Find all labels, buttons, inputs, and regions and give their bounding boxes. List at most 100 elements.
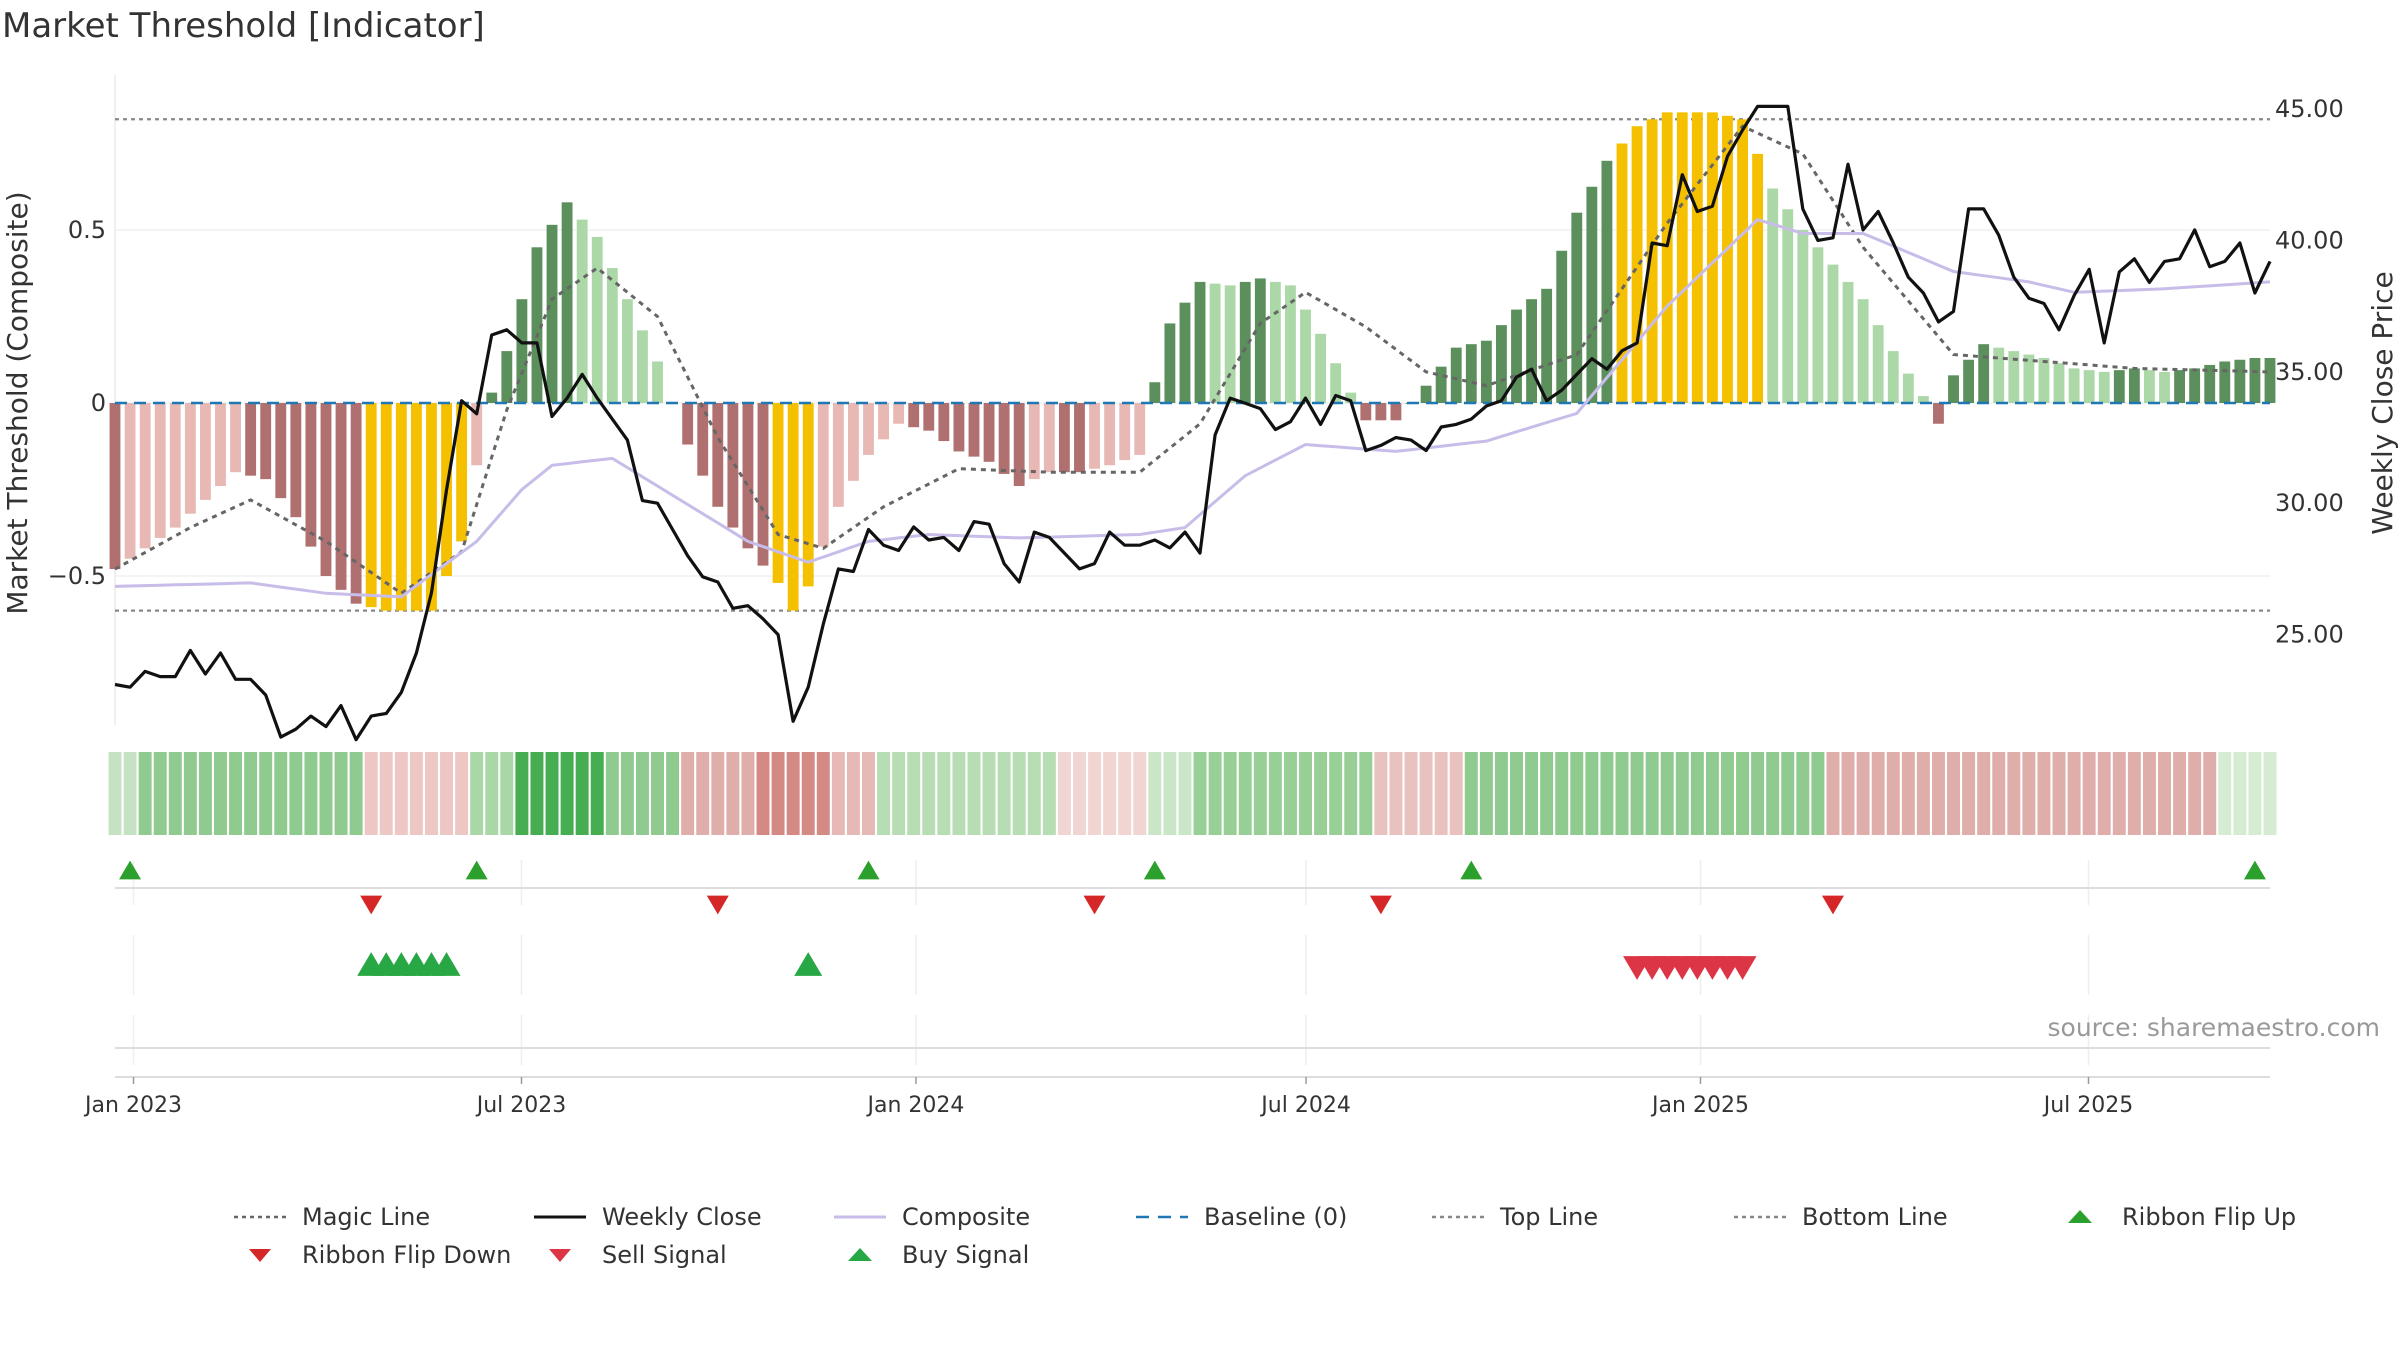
ribbon-cell — [1947, 752, 1961, 835]
composite-bar — [1420, 385, 1432, 403]
right-tick-label: 45.00 — [2275, 95, 2344, 123]
composite-bar — [501, 351, 513, 403]
legend-label: Composite — [902, 1203, 1031, 1231]
ribbon-cell — [409, 752, 423, 835]
composite-bar — [335, 403, 347, 590]
chart-title: Market Threshold [Indicator] — [2, 6, 485, 46]
composite-bar — [1752, 153, 1764, 403]
ribbon-cell — [1736, 752, 1750, 835]
ribbon-cell — [1299, 752, 1313, 835]
legend-swatch — [549, 1249, 571, 1262]
composite-bar — [2249, 358, 2261, 403]
sell-signal-marker — [1728, 956, 1757, 980]
ribbon-cell — [244, 752, 258, 835]
ribbon-cell — [605, 752, 619, 835]
ribbon-cell — [1283, 752, 1297, 835]
ribbon-cell — [937, 752, 951, 835]
composite-bar — [1933, 403, 1944, 424]
legend-swatch — [1136, 1215, 1188, 1219]
ribbon-cell — [711, 752, 725, 835]
ribbon-cell — [922, 752, 936, 835]
ribbon-cell — [1690, 752, 1704, 835]
legend-label: Buy Signal — [902, 1241, 1030, 1269]
composite-bar — [1330, 363, 1342, 403]
composite-bar — [395, 403, 407, 611]
ribbon-cell — [1479, 752, 1493, 835]
ribbon-cell — [1811, 752, 1825, 835]
ribbon-cell — [2007, 752, 2021, 835]
ribbon-cell — [1660, 752, 1674, 835]
ribbon-cell — [1615, 752, 1629, 835]
ribbon-cell — [786, 752, 800, 835]
composite-bar — [742, 403, 754, 549]
ribbon-cell — [2097, 752, 2111, 835]
composite-bar — [772, 403, 784, 583]
composite-bar — [1691, 112, 1703, 404]
composite-bar — [1435, 366, 1447, 403]
legend-swatch-shape — [848, 1248, 872, 1261]
composite-bar — [968, 403, 980, 457]
ribbon-cell — [364, 752, 378, 835]
composite-bar — [1480, 340, 1492, 403]
legend-swatch — [249, 1249, 271, 1262]
ribbon-cell — [1630, 752, 1644, 835]
ribbon-cell — [771, 752, 785, 835]
composite-bar — [350, 403, 362, 604]
ribbon-cell — [1570, 752, 1584, 835]
composite-bar — [245, 403, 257, 476]
ribbon-cell — [1992, 752, 2006, 835]
ribbon-cell — [2218, 752, 2232, 835]
legend-item: Buy Signal — [830, 1238, 1029, 1272]
ribbon-cell — [575, 752, 589, 835]
composite-bar — [215, 403, 226, 487]
composite-bar — [1661, 112, 1673, 404]
ribbon-cell — [214, 752, 227, 835]
ribbon-cell — [153, 752, 167, 835]
ribbon-cell — [1193, 752, 1207, 835]
composite-bar — [2008, 351, 2020, 403]
ribbon-cell — [440, 752, 454, 835]
ribbon-cell — [1826, 752, 1840, 835]
composite-bar — [169, 403, 181, 528]
composite-bar — [682, 403, 694, 445]
ribbon-cell — [1329, 752, 1343, 835]
composite-bar — [1902, 373, 1914, 403]
composite-bar — [2023, 354, 2035, 403]
composite-bar — [1164, 323, 1176, 403]
composite-bar — [697, 403, 709, 476]
composite-bar — [1948, 375, 1959, 403]
legend-swatch — [1734, 1215, 1786, 1219]
x-tick-label: Jan 2024 — [865, 1093, 964, 1118]
composite-bar — [923, 403, 935, 431]
ribbon-cell — [2203, 752, 2217, 835]
ribbon-cell — [229, 752, 243, 835]
composite-bar — [2144, 370, 2155, 403]
legend-label: Top Line — [1500, 1203, 1599, 1231]
ribbon-cell — [1389, 752, 1403, 835]
ribbon-cell — [681, 752, 695, 835]
ribbon-cell — [907, 752, 921, 835]
left-tick-label: 0 — [91, 389, 106, 417]
ribbon-cell — [1962, 752, 1976, 835]
magic-line — [114, 124, 2271, 596]
ribbon-cell — [349, 752, 363, 835]
composite-bar — [1269, 281, 1281, 403]
ribbon-cell — [2112, 752, 2126, 835]
composite-bar — [1571, 212, 1583, 403]
ribbon-flip-up-marker — [119, 860, 142, 880]
ribbon-cell — [1871, 752, 1885, 835]
composite-bar — [305, 403, 317, 547]
ribbon-cell — [1555, 752, 1569, 835]
composite-bar — [230, 403, 241, 473]
composite-bar — [983, 403, 995, 462]
composite-bar — [817, 403, 829, 547]
legend-label: Bottom Line — [1802, 1203, 1948, 1231]
legend-item: Bottom Line — [1730, 1200, 1948, 1234]
ribbon-cell — [741, 752, 755, 835]
composite-bar — [124, 403, 136, 559]
ribbon-cell — [801, 752, 815, 835]
ribbon-cell — [1901, 752, 1915, 835]
composite-bar — [184, 403, 196, 514]
x-tick-label: Jul 2024 — [1259, 1093, 1351, 1118]
composite-bar — [1676, 112, 1688, 404]
